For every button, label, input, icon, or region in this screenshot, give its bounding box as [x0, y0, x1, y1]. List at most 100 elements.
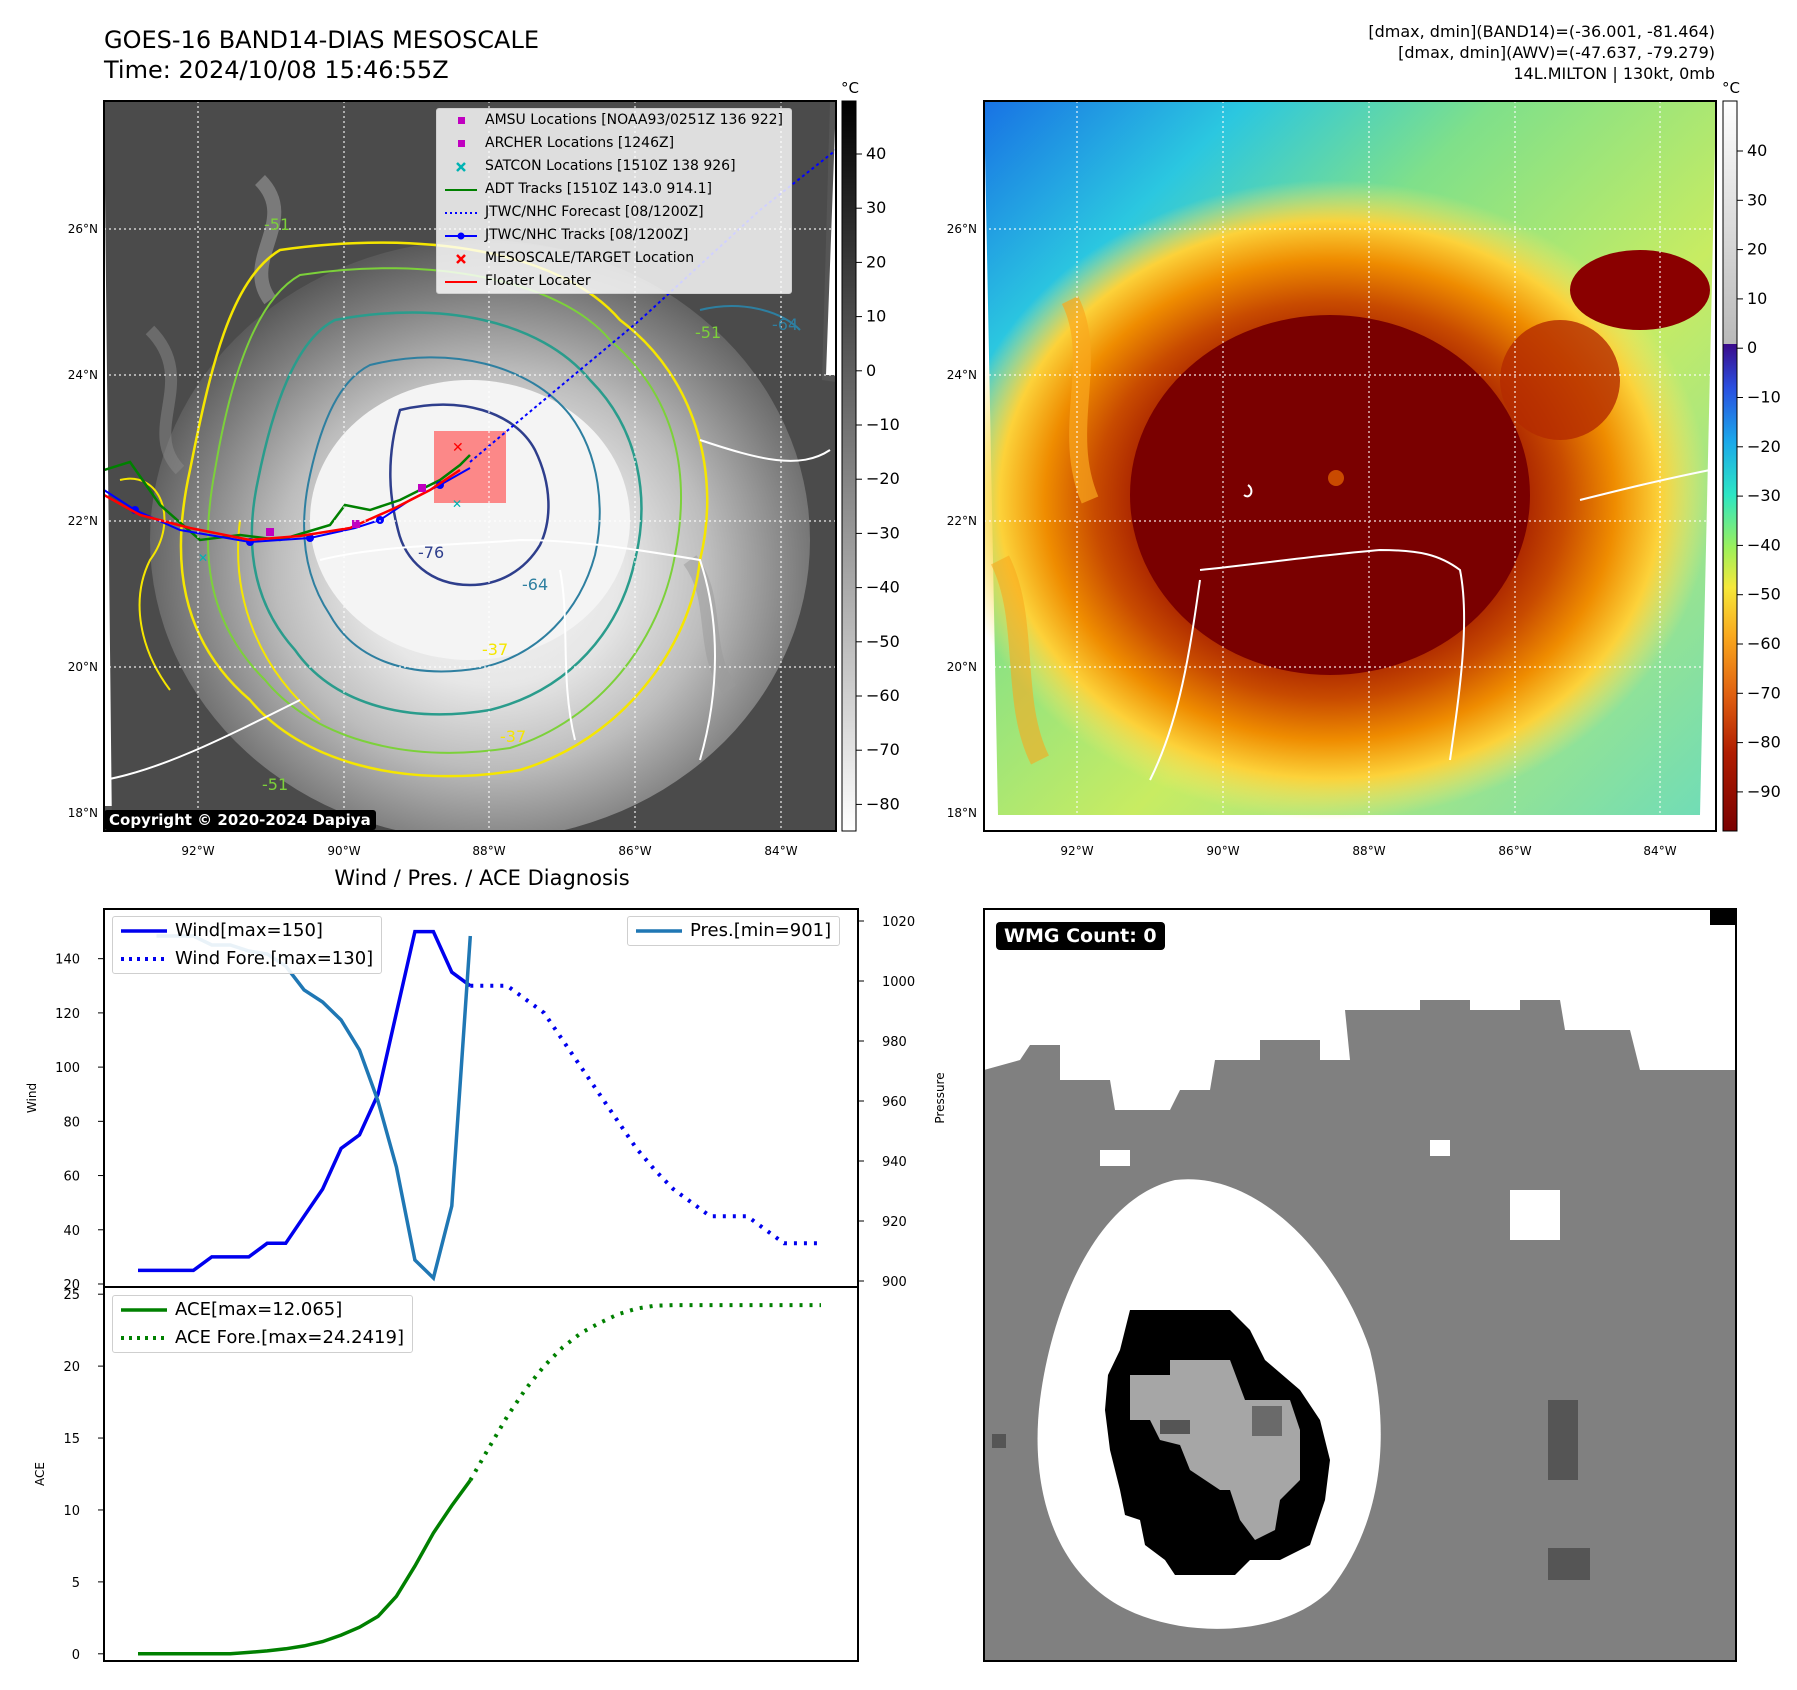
colorbar-tick-label: 30 [866, 198, 886, 217]
legend-entry-wind-forecast: Wind Fore.[max=130] [121, 948, 374, 969]
wind-line [138, 929, 472, 1273]
pressure-tick-label: 1020 [882, 915, 915, 930]
colorbar-tick-label: 40 [866, 144, 886, 163]
info-band14: [dmax, dmin](BAND14)=(-36.001, -81.464) [1368, 22, 1715, 41]
svg-text:86°W: 86°W [1498, 844, 1531, 858]
svg-text:88°W: 88°W [1352, 844, 1385, 858]
colorbar-tick-label: 0 [866, 361, 876, 380]
floater-track [104, 468, 461, 542]
colorbar-tick-label: 20 [866, 252, 886, 271]
wind-legend: Wind[max=150] Wind Fore.[max=130] [112, 916, 383, 974]
svg-text:84°W: 84°W [1643, 844, 1676, 858]
pressure-axis-label: Pressure [933, 1072, 947, 1123]
colorbar-tick-label: −30 [1747, 486, 1781, 505]
wmg-panel [983, 908, 1737, 1662]
color-colorbar: °C 40 30 20 10 0 −10 −20 −30 −40 −50 −60 −70 −80 −90 [1722, 79, 1781, 832]
pressure-tick-label: 1000 [882, 975, 915, 990]
right-lat-ticks: 26°N 24°N 22°N 20°N 18°N [947, 222, 977, 820]
colorbar-tick-label: −40 [866, 578, 900, 597]
svg-text:84°W: 84°W [764, 844, 797, 858]
colorbar-tick-label: −90 [1747, 782, 1781, 801]
wind-axis-label: Wind [25, 1083, 39, 1113]
colorbar-tick-label: −70 [1747, 683, 1781, 702]
contour-label: -37 [482, 640, 508, 659]
wind-tick-label: 40 [63, 1224, 80, 1239]
diagnosis-title: Wind / Pres. / ACE Diagnosis [334, 866, 629, 890]
contour-label: -37 [500, 727, 526, 746]
wind-tick-label: 60 [63, 1170, 80, 1185]
svg-text:86°W: 86°W [618, 844, 651, 858]
pressure-tick-label: 920 [882, 1215, 907, 1230]
legend-entry-satcon: SATCON Locations [1510Z 138 926] [437, 155, 791, 178]
colorbar-tick-label: 40 [1747, 141, 1767, 160]
left-lon-ticks: 92°W 90°W 88°W 86°W 84°W [181, 844, 797, 858]
colorbar-tick-label: 10 [866, 307, 886, 326]
colorbar-tick-label: −20 [866, 469, 900, 488]
legend-entry-adt: ADT Tracks [1510Z 143.0 914.1] [445, 181, 712, 197]
svg-text:20°N: 20°N [947, 660, 977, 674]
legend-entry-ace: ACE[max=12.065] [121, 1299, 343, 1320]
ace-tick-label: 5 [72, 1576, 80, 1591]
svg-text:22°N: 22°N [68, 514, 98, 528]
ace-legend: ACE[max=12.065] ACE Fore.[max=24.2419] [112, 1295, 413, 1353]
legend-entry-amsu: AMSU Locations [NOAA93/0251Z 136 922] [437, 109, 791, 132]
copyright-badge: Copyright © 2020-2024 Dapiya [104, 810, 376, 830]
adt-track [104, 454, 471, 542]
wind-tick-label: 140 [55, 953, 80, 968]
svg-text:90°W: 90°W [327, 844, 360, 858]
wmg-eye [1130, 1360, 1300, 1540]
pressure-tick-label: 940 [882, 1155, 907, 1170]
svg-text:26°N: 26°N [947, 222, 977, 236]
figure-time: Time: 2024/10/08 15:46:55Z [104, 56, 449, 84]
contour-label: -76 [418, 543, 444, 562]
colorbar-tick-label: −10 [1747, 388, 1781, 407]
svg-text:92°W: 92°W [1060, 844, 1093, 858]
ace-line [138, 1479, 472, 1656]
legend-entry-archer: ARCHER Locations [1246Z] [437, 132, 791, 155]
colorbar-tick-label: −20 [1747, 437, 1781, 456]
colorbar-tick-label: −60 [866, 686, 900, 705]
contour-label: -64 [522, 575, 548, 594]
ace-tick-label: 10 [63, 1504, 80, 1519]
legend-entry-ace-forecast: ACE Fore.[max=24.2419] [121, 1327, 404, 1348]
info-awv: [dmax, dmin](AWV)=(-47.637, -79.279) [1398, 43, 1715, 62]
pressure-tick-label: 960 [882, 1095, 907, 1110]
pressure-tick-label: 900 [882, 1275, 907, 1290]
svg-text:26°N: 26°N [68, 222, 98, 236]
legend-entry-wind: Wind[max=150] [121, 920, 323, 941]
wind-tick-label: 120 [55, 1007, 80, 1022]
contour-yellow [179, 241, 709, 778]
svg-text:°C: °C [841, 79, 859, 97]
svg-text:✕: ✕ [198, 551, 208, 565]
wind-tick-label: 20 [63, 1278, 80, 1293]
pressure-legend: Pres.[min=901] [627, 916, 841, 946]
colorbar-tick-label: −60 [1747, 634, 1781, 653]
coastline-right [1149, 469, 1711, 781]
wind-tick-label: 80 [63, 1115, 80, 1130]
ace-axis-label: ACE [33, 1462, 47, 1486]
wind-tick-label: 100 [55, 1061, 80, 1076]
svg-text:18°N: 18°N [947, 806, 977, 820]
ace-tick-label: 25 [63, 1288, 80, 1303]
info-storm: 14L.MILTON | 130kt, 0mb [1513, 64, 1715, 83]
legend-entry-pressure: Pres.[min=901] [636, 920, 832, 941]
pressure-tick-label: 980 [882, 1035, 907, 1050]
right-gridlines [984, 101, 1716, 831]
map-legend: AMSU Locations [NOAA93/0251Z 136 922] AR… [436, 108, 793, 294]
ace-tick-label: 20 [63, 1360, 80, 1375]
contour-label: -64 [772, 315, 798, 334]
svg-text:✕: ✕ [452, 497, 462, 511]
colorbar-tick-label: −50 [866, 632, 900, 651]
colorbar-tick-label: −80 [866, 794, 900, 813]
legend-entry-floater: Floater Locater [445, 273, 591, 289]
svg-text:24°N: 24°N [68, 368, 98, 382]
wind-forecast-line [470, 983, 821, 1246]
coastline-left [104, 439, 831, 781]
ace-tick-label: 15 [63, 1432, 80, 1447]
colorbar-tick-label: 20 [1747, 240, 1767, 259]
svg-text:22°N: 22°N [947, 514, 977, 528]
ace-tick-label: 0 [72, 1648, 80, 1663]
left-lat-ticks: 26°N 24°N 22°N 20°N 18°N [68, 222, 98, 820]
